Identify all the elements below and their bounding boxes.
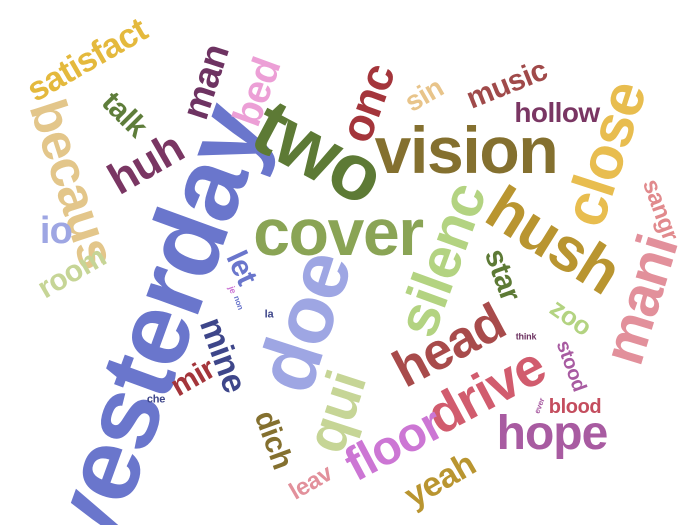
- word-leav: leav: [284, 459, 337, 506]
- word-je: je: [226, 284, 239, 295]
- word-non: non: [231, 294, 246, 312]
- word-hollow: hollow: [514, 97, 600, 128]
- word-dich: dich: [247, 406, 300, 474]
- word-vision: vision: [374, 113, 559, 187]
- word-cover: cover: [253, 195, 424, 269]
- word-think: think: [515, 331, 537, 342]
- word-satisfact: satisfact: [20, 10, 154, 110]
- word-talk: talk: [95, 85, 154, 144]
- word-sin: sin: [399, 71, 449, 118]
- word-la: la: [264, 308, 274, 321]
- word-hope: hope: [496, 407, 609, 460]
- word-stood: stood: [551, 337, 591, 395]
- word-blood: blood: [548, 396, 602, 418]
- word-che: che: [146, 393, 166, 406]
- word-io: io: [39, 210, 73, 252]
